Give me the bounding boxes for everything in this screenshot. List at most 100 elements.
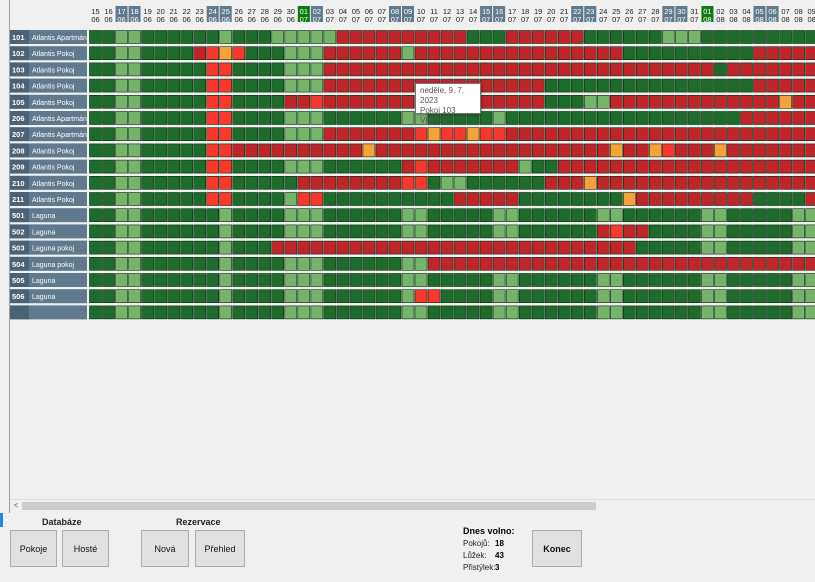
booking-cell[interactable] (518, 95, 532, 109)
horizontal-scrollbar[interactable]: < (10, 499, 815, 512)
booking-cell[interactable] (440, 62, 454, 77)
booking-cell[interactable] (193, 46, 206, 61)
new-reservation-button[interactable]: Nová (141, 530, 189, 567)
booking-cell[interactable] (375, 208, 389, 222)
booking-cell[interactable] (258, 273, 272, 287)
booking-cell[interactable] (701, 305, 714, 320)
booking-cell[interactable] (623, 192, 636, 206)
booking-cell[interactable] (258, 127, 272, 141)
booking-cell[interactable] (505, 176, 519, 190)
booking-cell[interactable] (141, 62, 154, 77)
booking-cell[interactable] (805, 159, 815, 174)
booking-cell[interactable] (766, 224, 779, 239)
booking-cell[interactable] (805, 208, 815, 222)
booking-cell[interactable] (401, 30, 415, 44)
booking-cell[interactable] (792, 159, 805, 174)
booking-cell[interactable] (727, 127, 740, 141)
booking-cell[interactable] (688, 127, 701, 141)
booking-cell[interactable] (714, 127, 727, 141)
booking-cell[interactable] (89, 46, 102, 61)
booking-cell[interactable] (427, 46, 441, 61)
booking-cell[interactable] (193, 78, 206, 93)
booking-cell[interactable] (636, 111, 649, 125)
booking-cell[interactable] (453, 289, 467, 304)
booking-cell[interactable] (154, 273, 167, 287)
booking-cell[interactable] (492, 256, 506, 271)
booking-cell[interactable] (232, 143, 246, 158)
booking-cell[interactable] (596, 305, 610, 320)
booking-cell[interactable] (284, 62, 298, 77)
booking-cell[interactable] (714, 192, 727, 206)
booking-cell[interactable] (336, 224, 350, 239)
booking-cell[interactable] (414, 62, 428, 77)
booking-cell[interactable] (740, 95, 753, 109)
booking-cell[interactable] (167, 305, 180, 320)
overview-button[interactable]: Přehled (195, 530, 245, 567)
booking-cell[interactable] (505, 224, 519, 239)
booking-cell[interactable] (414, 256, 428, 271)
booking-cell[interactable] (284, 176, 298, 190)
booking-cell[interactable] (518, 127, 532, 141)
booking-cell[interactable] (636, 62, 649, 77)
booking-cell[interactable] (636, 78, 649, 93)
booking-cell[interactable] (245, 46, 259, 61)
booking-cell[interactable] (232, 127, 246, 141)
booking-cell[interactable] (740, 176, 753, 190)
booking-cell[interactable] (544, 95, 558, 109)
booking-cell[interactable] (141, 95, 154, 109)
booking-cell[interactable] (349, 46, 363, 61)
booking-cell[interactable] (128, 305, 141, 320)
booking-cell[interactable] (284, 256, 298, 271)
booking-cell[interactable] (245, 192, 259, 206)
booking-cell[interactable] (727, 305, 740, 320)
booking-cell[interactable] (362, 305, 376, 320)
booking-cell[interactable] (362, 256, 376, 271)
booking-cell[interactable] (675, 95, 688, 109)
booking-cell[interactable] (388, 30, 402, 44)
booking-cell[interactable] (154, 240, 167, 255)
room-name-cell[interactable] (29, 127, 87, 142)
booking-cell[interactable] (362, 95, 376, 109)
booking-cell[interactable] (675, 305, 688, 320)
booking-cell[interactable] (89, 78, 102, 93)
booking-cell[interactable] (479, 289, 493, 304)
room-number-cell[interactable] (10, 192, 29, 206)
booking-cell[interactable] (323, 111, 337, 125)
booking-cell[interactable] (115, 305, 128, 320)
booking-cell[interactable] (740, 273, 753, 287)
booking-cell[interactable] (271, 289, 285, 304)
booking-cell[interactable] (323, 224, 337, 239)
booking-cell[interactable] (583, 30, 597, 44)
booking-cell[interactable] (310, 30, 324, 44)
room-number-cell[interactable] (10, 30, 29, 44)
booking-cell[interactable] (453, 208, 467, 222)
booking-cell[interactable] (349, 240, 363, 255)
booking-cell[interactable] (128, 127, 141, 141)
booking-cell[interactable] (427, 143, 441, 158)
booking-cell[interactable] (375, 273, 389, 287)
booking-cell[interactable] (714, 46, 727, 61)
booking-cell[interactable] (115, 289, 128, 304)
booking-cell[interactable] (766, 273, 779, 287)
booking-cell[interactable] (193, 208, 206, 222)
booking-cell[interactable] (206, 30, 219, 44)
booking-cell[interactable] (427, 208, 441, 222)
booking-cell[interactable] (662, 240, 675, 255)
booking-cell[interactable] (531, 127, 545, 141)
booking-cell[interactable] (102, 224, 115, 239)
booking-cell[interactable] (206, 143, 219, 158)
booking-cell[interactable] (505, 273, 519, 287)
booking-cell[interactable] (505, 46, 519, 61)
booking-cell[interactable] (102, 30, 115, 44)
booking-cell[interactable] (284, 143, 298, 158)
room-name-cell[interactable] (29, 159, 87, 174)
booking-cell[interactable] (675, 143, 688, 158)
booking-cell[interactable] (805, 273, 815, 287)
booking-cell[interactable] (258, 192, 272, 206)
booking-cell[interactable] (609, 95, 623, 109)
booking-cell[interactable] (310, 78, 324, 93)
booking-cell[interactable] (310, 208, 324, 222)
booking-cell[interactable] (792, 30, 805, 44)
booking-cell[interactable] (271, 176, 285, 190)
booking-cell[interactable] (792, 192, 805, 206)
